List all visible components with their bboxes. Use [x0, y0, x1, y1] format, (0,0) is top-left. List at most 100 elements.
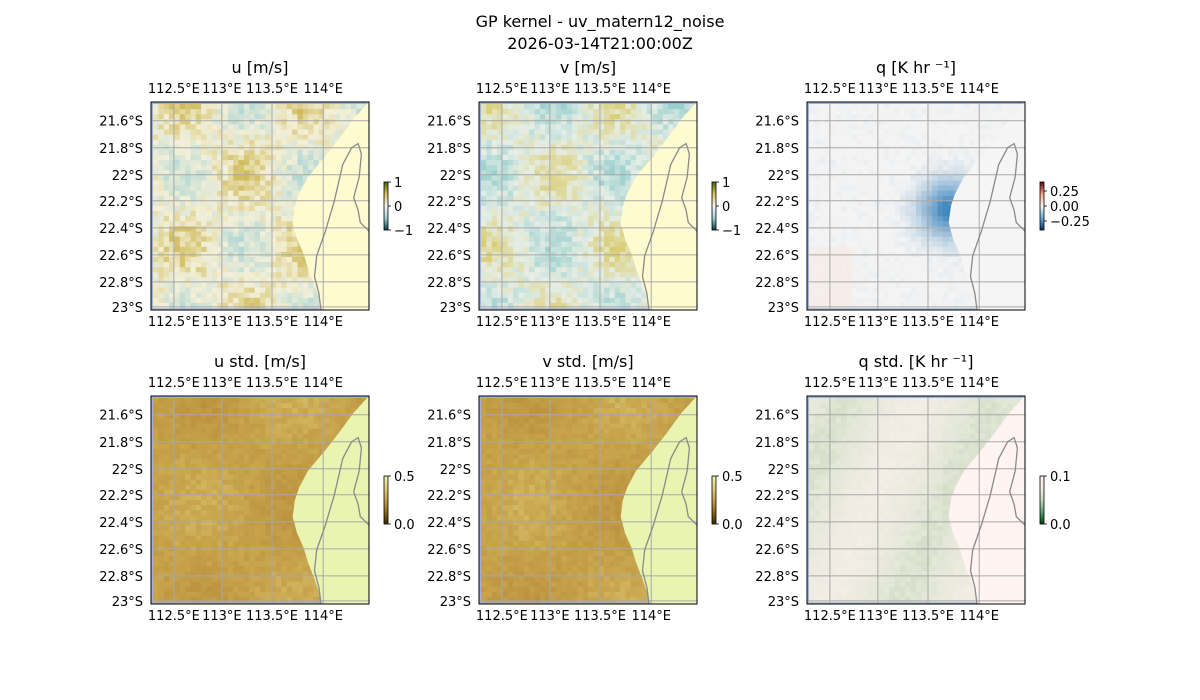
- land-mask: [620, 396, 697, 604]
- colorbar-tick-label: 0.0: [722, 518, 743, 533]
- colorbar: [1039, 181, 1045, 231]
- y-tick-label: 22.2°S: [99, 489, 143, 504]
- y-tick-label: 22.6°S: [427, 249, 471, 264]
- x-tick-label-top: 112.5°E: [148, 82, 200, 97]
- x-tick-label-top: 112.5°E: [804, 376, 856, 391]
- x-tick-label-top: 113.5°E: [246, 82, 298, 97]
- x-tick-label-top: 114°E: [631, 82, 671, 97]
- colorbar-tick-label: 0: [722, 200, 730, 215]
- x-tick-label-top: 112.5°E: [148, 376, 200, 391]
- y-tick-label: 21.8°S: [99, 436, 143, 451]
- heatmap-field: [151, 102, 369, 310]
- colorbar-tick-label: −0.25: [1050, 215, 1090, 230]
- y-tick-label: 22.2°S: [755, 195, 799, 210]
- heatmap-field: [807, 102, 1025, 310]
- axes-frame: [806, 395, 1026, 605]
- x-tick-label-top: 113°E: [202, 82, 242, 97]
- y-tick-label: 22.6°S: [755, 543, 799, 558]
- y-tick-label: 22°S: [440, 169, 471, 184]
- map-panel-2: v [m/s]112.5°E112.5°E113°E113°E113.5°E11…: [427, 58, 741, 330]
- coastline: [641, 436, 697, 604]
- x-tick-label-top: 113.5°E: [246, 376, 298, 391]
- heatmap-field: [479, 102, 697, 310]
- y-tick-label: 22.8°S: [99, 570, 143, 585]
- x-tick-label-top: 113°E: [530, 376, 570, 391]
- x-tick-label-top: 112.5°E: [804, 82, 856, 97]
- colorbar-tick-label: 0.1: [1050, 470, 1071, 485]
- y-tick-label: 23°S: [440, 595, 471, 610]
- y-tick-label: 23°S: [768, 595, 799, 610]
- x-tick-label-top: 113.5°E: [574, 82, 626, 97]
- x-tick-label-top: 113.5°E: [902, 376, 954, 391]
- y-tick-label: 21.6°S: [99, 409, 143, 424]
- colorbar: [383, 475, 389, 525]
- x-tick-label-bottom: 112.5°E: [804, 609, 856, 624]
- colorbar: [1039, 475, 1045, 525]
- x-tick-label-bottom: 112.5°E: [804, 315, 856, 330]
- x-tick-label-bottom: 114°E: [959, 315, 999, 330]
- colorbar-tick-label: 0.00: [1050, 200, 1079, 215]
- x-tick-label-bottom: 112.5°E: [148, 315, 200, 330]
- y-tick-label: 22.8°S: [99, 276, 143, 291]
- coastline: [641, 142, 697, 310]
- figure-title: GP kernel - uv_matern12_noise: [475, 12, 725, 31]
- x-tick-label-bottom: 113°E: [530, 609, 570, 624]
- x-tick-label-bottom: 112.5°E: [148, 609, 200, 624]
- x-tick-label-bottom: 112.5°E: [476, 609, 528, 624]
- y-tick-label: 21.6°S: [755, 115, 799, 130]
- y-tick-label: 22°S: [440, 463, 471, 478]
- x-tick-label-bottom: 113°E: [202, 609, 242, 624]
- panel-title: u [m/s]: [231, 58, 288, 77]
- colorbar: [383, 181, 389, 231]
- axes-frame: [806, 101, 1026, 311]
- x-tick-label-top: 114°E: [303, 82, 343, 97]
- x-tick-label-bottom: 113°E: [858, 315, 898, 330]
- map-panel-6: q std. [K hr ⁻¹]112.5°E112.5°E113°E113°E…: [755, 352, 1070, 624]
- y-tick-label: 21.8°S: [755, 142, 799, 157]
- heatmap-field: [479, 396, 697, 604]
- panel-title: u std. [m/s]: [214, 352, 306, 371]
- coastline: [969, 142, 1025, 310]
- x-tick-label-top: 113.5°E: [574, 376, 626, 391]
- colorbar-tick-label: 0.5: [722, 470, 743, 485]
- x-tick-label-top: 113°E: [202, 376, 242, 391]
- x-tick-label-bottom: 113.5°E: [902, 609, 954, 624]
- colorbar-tick-label: 0.5: [394, 470, 415, 485]
- x-tick-label-top: 112.5°E: [476, 82, 528, 97]
- y-tick-label: 23°S: [112, 595, 143, 610]
- y-tick-label: 22.4°S: [427, 222, 471, 237]
- x-tick-label-top: 112.5°E: [476, 376, 528, 391]
- y-tick-label: 22.8°S: [755, 276, 799, 291]
- x-tick-label-bottom: 112.5°E: [476, 315, 528, 330]
- heatmap-field: [807, 396, 1025, 604]
- coastline: [313, 142, 369, 310]
- y-tick-label: 21.8°S: [427, 436, 471, 451]
- x-tick-label-bottom: 113.5°E: [246, 315, 298, 330]
- x-tick-label-top: 114°E: [303, 376, 343, 391]
- y-tick-label: 22°S: [112, 463, 143, 478]
- land-mask: [620, 102, 697, 310]
- map-panel-4: u std. [m/s]112.5°E112.5°E113°E113°E113.…: [99, 352, 414, 624]
- colorbar-tick-label: 1: [722, 176, 730, 191]
- colorbar-tick-label: 0: [394, 200, 402, 215]
- land-mask: [292, 396, 369, 604]
- y-tick-label: 22.4°S: [755, 222, 799, 237]
- figure-timestamp: 2026-03-14T21:00:00Z: [507, 34, 693, 53]
- colorbar: [711, 475, 717, 525]
- colorbar-tick-label: 0.0: [394, 518, 415, 533]
- y-tick-label: 22.6°S: [99, 543, 143, 558]
- x-tick-label-top: 114°E: [631, 376, 671, 391]
- x-tick-label-top: 113.5°E: [902, 82, 954, 97]
- x-tick-label-bottom: 114°E: [631, 315, 671, 330]
- y-tick-label: 23°S: [768, 301, 799, 316]
- y-tick-label: 21.8°S: [99, 142, 143, 157]
- y-tick-label: 21.8°S: [755, 436, 799, 451]
- y-tick-label: 23°S: [112, 301, 143, 316]
- x-tick-label-bottom: 114°E: [303, 609, 343, 624]
- y-tick-label: 22°S: [768, 463, 799, 478]
- land-mask: [948, 102, 1025, 310]
- x-tick-label-top: 114°E: [959, 376, 999, 391]
- x-tick-label-top: 113°E: [858, 376, 898, 391]
- axes-frame: [478, 101, 698, 311]
